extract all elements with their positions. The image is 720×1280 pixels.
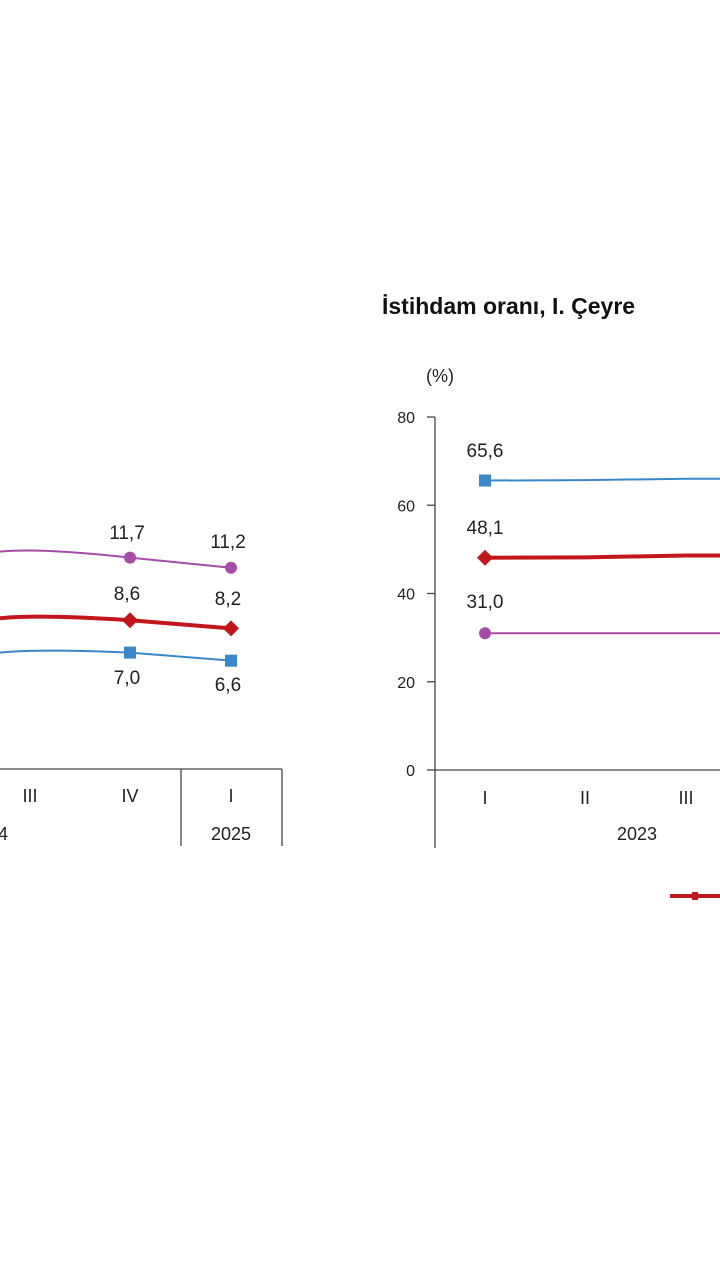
left-series-line-diamond xyxy=(0,614,232,631)
left-point-square-I xyxy=(225,654,237,667)
right-ytick-label: 0 xyxy=(406,763,415,780)
left-year-2025: 2025 xyxy=(211,824,251,844)
left-label-red-IV: 8,6 xyxy=(114,584,140,605)
left-year-2024: 2024 xyxy=(0,824,8,844)
right-ytick-label: 80 xyxy=(397,410,415,427)
right-point-diamond xyxy=(477,549,493,566)
left-xtick-III: III xyxy=(22,786,37,806)
left-point-circle-IV xyxy=(124,551,136,564)
left-xtick-IV: IV xyxy=(121,786,138,806)
left-series-layer xyxy=(0,549,239,667)
right-xtick-III: III xyxy=(678,788,693,808)
left-point-diamond-IV xyxy=(122,612,138,629)
left-label-purple-IV: 11,7 xyxy=(109,523,145,544)
left-xtick-I: I xyxy=(228,786,233,806)
left-label-purple-I: 11,2 xyxy=(210,532,246,553)
right-xtick-I: I xyxy=(482,788,487,808)
legend-red-marker xyxy=(692,892,698,900)
right-series-line-diamond xyxy=(484,553,720,560)
right-y-ticks: 0 20 40 60 80 xyxy=(397,410,435,780)
left-series-line-square xyxy=(0,649,232,662)
left-series-line-circle xyxy=(0,549,232,569)
right-ytick-label: 60 xyxy=(397,498,415,515)
right-chart: İstihdam oranı, I. Çeyre (%) 0 20 40 60 80 I… xyxy=(382,293,720,900)
right-series-layer xyxy=(477,474,720,640)
right-point-circle xyxy=(479,627,491,640)
right-label-red-I: 48,1 xyxy=(467,518,504,539)
right-point-square xyxy=(479,474,491,487)
right-ytick-label: 40 xyxy=(397,587,415,604)
left-label-blue-IV: 7,0 xyxy=(114,668,140,689)
right-label-blue-I: 65,6 xyxy=(467,441,504,462)
left-label-blue-I: 6,6 xyxy=(215,675,241,696)
legend-red-series xyxy=(670,892,720,900)
left-point-circle-I xyxy=(225,561,237,574)
right-chart-title: İstihdam oranı, I. Çeyre xyxy=(382,293,635,319)
right-xtick-II: II xyxy=(580,788,590,808)
right-series-line-square xyxy=(484,477,720,482)
left-point-square-IV xyxy=(124,646,136,659)
right-label-purple-I: 31,0 xyxy=(467,592,504,613)
right-ytick-label: 20 xyxy=(397,675,415,692)
left-label-red-I: 8,2 xyxy=(215,589,241,610)
left-point-diamond-I xyxy=(223,620,239,637)
right-y-unit: (%) xyxy=(426,366,454,386)
right-year-2023: 2023 xyxy=(617,824,657,844)
left-chart: III IV I 2024 2025 11,7 11,2 8,6 8,2 7,0… xyxy=(0,523,283,846)
